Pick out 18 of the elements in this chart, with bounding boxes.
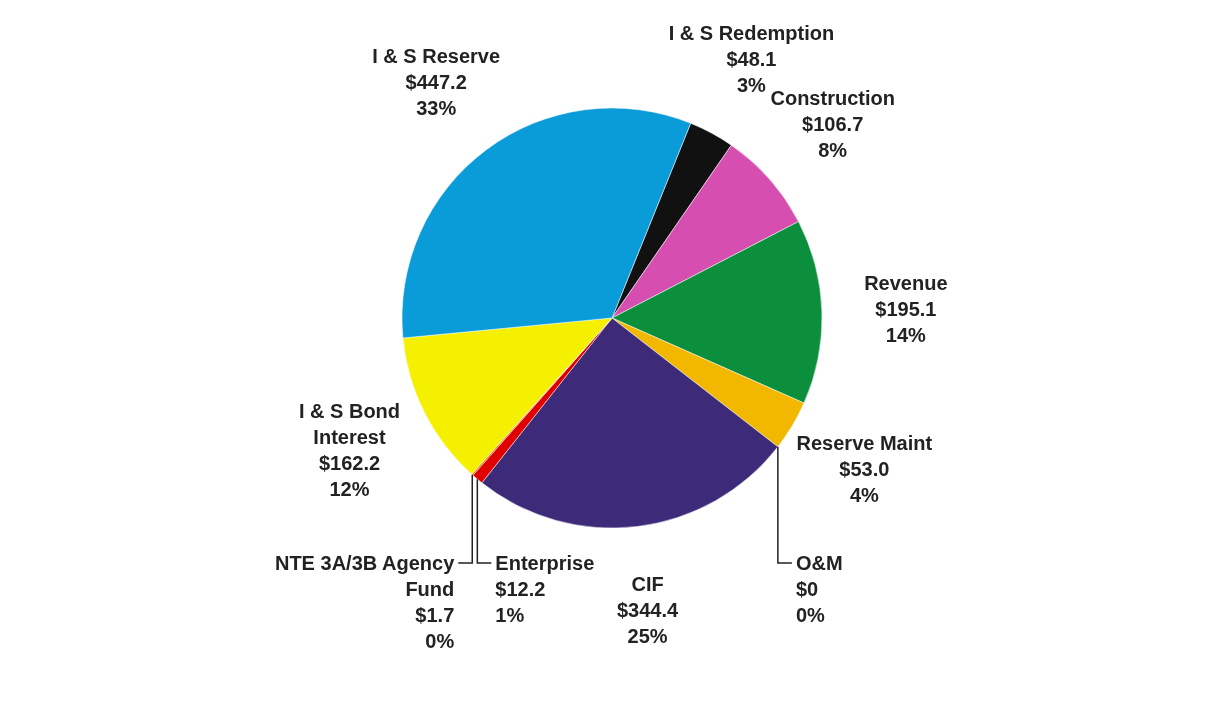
data-label: $106.7 8%	[802, 112, 864, 161]
data-label: $12.2 1%	[495, 578, 546, 626]
slice-label: Enterprise	[495, 552, 595, 574]
slice-label: NTE 3A/3B Agency Fund	[274, 552, 456, 600]
data-label: $447.2 33%	[405, 71, 467, 120]
data-label: $53.0 4%	[839, 457, 890, 506]
data-label: $344.4 25%	[616, 598, 680, 647]
category-label: O&M	[795, 552, 843, 574]
slice-label: I & S Redemption	[668, 22, 835, 45]
slice-label: Reserve Maint	[796, 431, 933, 454]
slice-label: I & S Reserve	[372, 45, 501, 68]
slice-label: I & S Bond Interest	[298, 400, 401, 449]
data-label: $162.2 12%	[318, 452, 381, 501]
slice-label: CIF	[631, 572, 664, 595]
text: $0 0%	[795, 578, 825, 626]
data-label: $195.1 14%	[875, 298, 937, 347]
data-label: $1.7 0%	[415, 604, 455, 652]
slice-label: Revenue	[864, 272, 948, 295]
